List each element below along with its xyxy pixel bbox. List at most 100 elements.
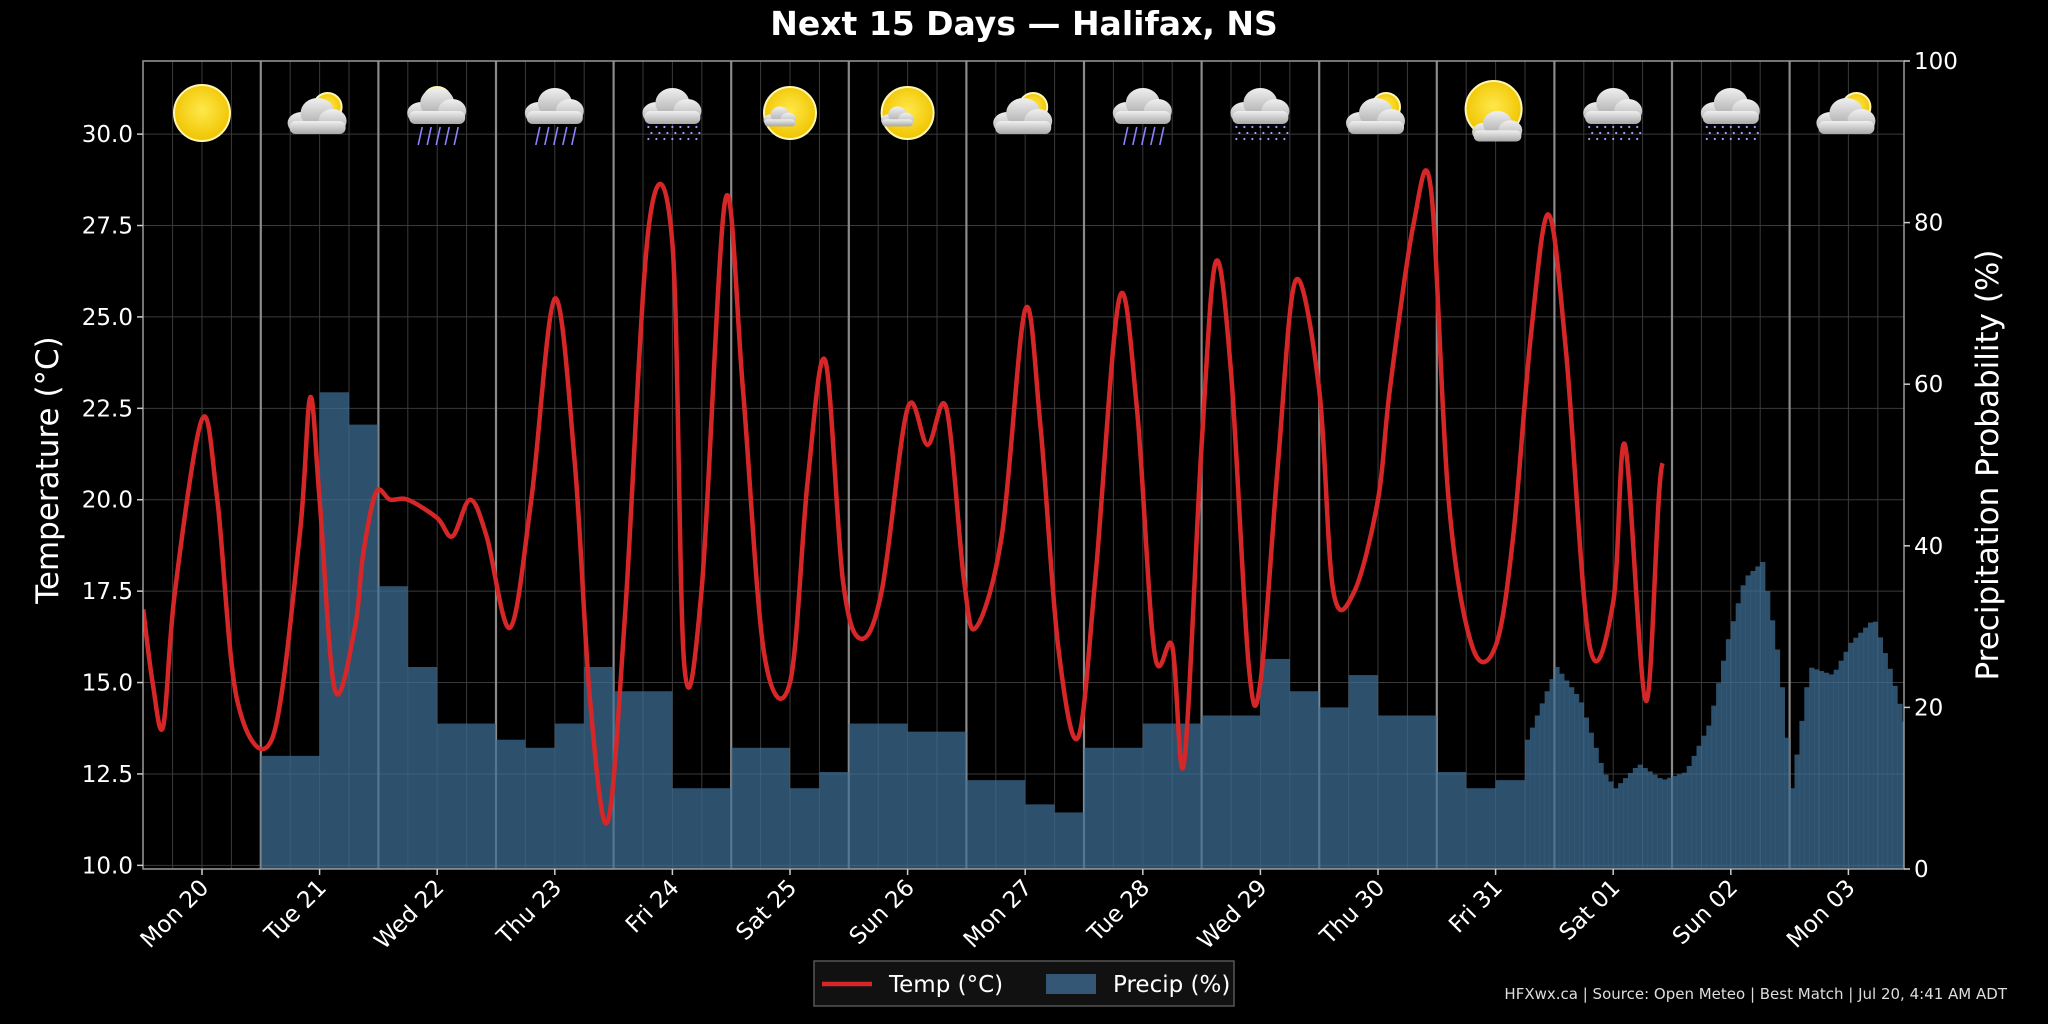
cloud-part [1473, 130, 1522, 142]
x-tick-label: Tue 21 [259, 875, 332, 948]
precip-bars [260, 392, 1904, 869]
precip-bar [1569, 687, 1575, 869]
precip-bar [1809, 667, 1815, 869]
cloud-shape [1816, 98, 1876, 134]
x-tick-label: Fri 24 [621, 875, 685, 939]
drizzle-dot [698, 131, 701, 135]
precip-bar [437, 723, 467, 869]
y-right-tick-label: 80 [1914, 211, 1943, 237]
precip-bar [1539, 703, 1545, 869]
y-right-tick-label: 0 [1914, 857, 1929, 883]
rain-streak [444, 126, 450, 146]
drizzle-dot [679, 137, 682, 141]
drizzle-dot [1591, 131, 1594, 135]
precip-bar [1289, 691, 1320, 869]
drizzle-dot [1596, 137, 1599, 141]
drizzle-dot [671, 125, 674, 129]
precip-bar [1819, 671, 1825, 869]
y-left-tick-label: 15.0 [82, 671, 133, 697]
mostly-sunny-icon [763, 86, 817, 140]
drizzle-dot [1729, 125, 1732, 129]
y-right-tick-label: 100 [1914, 49, 1958, 75]
precip-bar [378, 586, 408, 869]
drizzle-dot [647, 125, 650, 129]
drizzle-dot [1588, 137, 1591, 141]
precip-bar [1672, 776, 1678, 869]
drizzle-dot [1238, 131, 1241, 135]
drizzle-dot [1275, 137, 1278, 141]
precip-bar [1436, 772, 1467, 869]
precip-bar [1593, 747, 1599, 869]
x-tick-label: Thu 30 [1315, 875, 1391, 951]
cloud-shape [1700, 88, 1760, 124]
precip-bar [1637, 764, 1643, 869]
y-left-tick-label: 20.0 [82, 488, 133, 514]
cloudy-rain-icon [524, 88, 584, 146]
drizzle-dot [1251, 125, 1254, 129]
rain-streak [562, 126, 568, 146]
precip-bar [1642, 768, 1648, 869]
precip-bar [1740, 585, 1746, 869]
drizzle-dot [1243, 137, 1246, 141]
rain-streak [1123, 126, 1129, 146]
cloud-part [764, 119, 796, 127]
rain-streak [553, 126, 559, 146]
precip-bar [1054, 812, 1084, 869]
precip-bar [1667, 777, 1673, 869]
rain-streak [435, 126, 441, 146]
cloud-part [409, 111, 466, 124]
rain-streak [544, 126, 550, 146]
drizzle-dot [1235, 137, 1238, 141]
precip-bar [1711, 705, 1717, 869]
precip-bar [1784, 737, 1790, 869]
cloud-part [1232, 111, 1289, 124]
precip-bar [1877, 637, 1883, 869]
precip-bar [1583, 717, 1589, 869]
precip-bar [1544, 691, 1550, 869]
precip-bar [1882, 653, 1888, 869]
sunny-icon [173, 84, 231, 142]
drizzle-dot [1596, 125, 1599, 129]
cloudy-drizzle-icon [1583, 88, 1643, 141]
legend-precip-label: Precip (%) [1113, 972, 1230, 998]
precip-bar [1750, 570, 1756, 869]
cloud-shape [763, 106, 796, 127]
precip-bar [1716, 683, 1722, 869]
precip-bar [1319, 707, 1349, 869]
precip-bar [1691, 755, 1697, 869]
cloudy-drizzle-icon [1700, 88, 1760, 141]
precip-bar [1681, 772, 1687, 869]
x-tick-label: Sun 02 [1668, 875, 1743, 950]
drizzle-dot [1705, 137, 1708, 141]
precip-bar [525, 747, 555, 869]
drizzle-dot [1588, 125, 1591, 129]
drizzle-dot [666, 131, 669, 135]
precip-bar [1142, 723, 1202, 869]
cloud-part [526, 111, 583, 124]
precip-bar [1755, 566, 1761, 869]
precip-bar [1618, 783, 1624, 869]
precip-bar [1828, 674, 1834, 869]
x-tick-label: Sat 01 [1555, 875, 1626, 946]
precip-bar [1823, 672, 1830, 869]
drizzle-dot [682, 131, 685, 135]
precip-bar [1378, 715, 1437, 869]
precip-bar [613, 691, 673, 869]
drizzle-dot [1713, 125, 1716, 129]
precip-bar [1760, 561, 1766, 869]
x-tick-label: Mon 03 [1782, 875, 1861, 954]
cloud-part [1818, 121, 1875, 134]
precip-bar [1348, 675, 1378, 869]
y-left-tick-label: 12.5 [82, 762, 133, 788]
plot-frame [142, 60, 1905, 870]
precip-bar [1779, 687, 1785, 869]
x-tick-label: Sat 25 [731, 875, 802, 946]
drizzle-dot [1620, 125, 1623, 129]
drizzle-dot [655, 125, 658, 129]
precip-bar [1872, 621, 1879, 869]
precip-bar [1652, 774, 1658, 869]
precip-bar [1495, 780, 1525, 869]
drizzle-dot [695, 125, 698, 129]
precip-bar [1735, 603, 1741, 869]
y-left-tick-label: 25.0 [82, 305, 133, 331]
